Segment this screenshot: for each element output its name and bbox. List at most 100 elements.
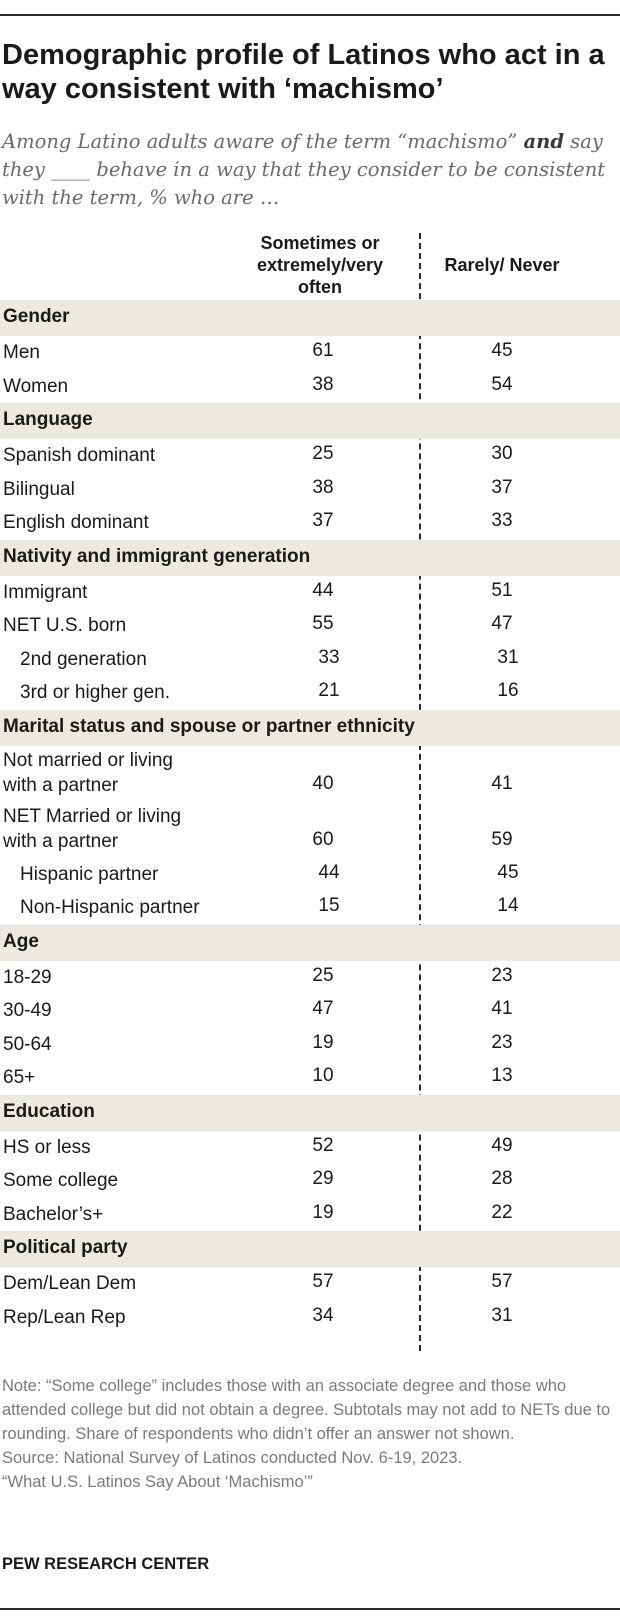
value-rarely: 14 — [497, 895, 519, 916]
row-label-line: NET Married or living — [3, 805, 182, 827]
value-sometimes: 44 — [312, 579, 334, 601]
section-header: Education — [0, 1094, 620, 1131]
subtitle-part1: Among Latino adults aware of the term “m… — [2, 130, 524, 153]
value-rarely: 45 — [491, 340, 513, 361]
value-sometimes: 33 — [318, 646, 340, 668]
section-label: Political party — [3, 1237, 128, 1258]
value-sometimes: 38 — [312, 476, 334, 498]
table-row: 30-49 47 41 — [0, 994, 620, 1028]
table-row: Non-Hispanic partner 15 14 — [0, 891, 620, 925]
value-sometimes: 55 — [312, 613, 334, 634]
value-rarely: 31 — [497, 646, 519, 668]
table-row: NET Married or living with a partner 60 59 — [0, 802, 620, 858]
section-header: Language — [0, 403, 620, 439]
subtitle-bold: and — [523, 130, 564, 153]
table-row: 2nd generation 33 31 — [0, 643, 620, 677]
report-title-text: “What U.S. Latinos Say About ‘Machismo’” — [2, 1473, 313, 1491]
row-label: Men — [3, 342, 40, 363]
section-label: Nativity and immigrant generation — [3, 545, 311, 567]
row-label: English dominant — [3, 512, 149, 533]
value-sometimes: 47 — [312, 998, 334, 1019]
row-label: NET U.S. born — [3, 615, 127, 636]
value-rarely: 22 — [491, 1201, 513, 1223]
table-row: 65+ 10 13 — [0, 1061, 620, 1095]
value-rarely: 23 — [491, 964, 513, 986]
value-sometimes: 38 — [312, 373, 334, 395]
row-label-line: with a partner — [3, 774, 119, 796]
row-label: Bilingual — [3, 478, 75, 500]
value-sometimes: 29 — [312, 1168, 334, 1189]
bottom-rule — [0, 1608, 620, 1610]
table-row: Men 61 45 — [0, 336, 620, 370]
value-sometimes: 61 — [312, 340, 334, 361]
value-sometimes: 44 — [318, 861, 340, 883]
table-row: 3rd or higher gen. 21 16 — [0, 676, 620, 710]
section-header: Political party — [0, 1231, 620, 1267]
row-label: Spanish dominant — [3, 445, 156, 466]
value-rarely: 41 — [491, 772, 513, 794]
note-text: Note: “Some college” includes those with… — [2, 1377, 611, 1443]
value-rarely: 57 — [491, 1271, 513, 1292]
row-label: Hispanic partner — [20, 863, 159, 885]
brand-logo-text: PEW RESEARCH CENTER — [2, 1555, 210, 1573]
value-rarely: 51 — [491, 579, 513, 601]
row-label: Rep/Lean Rep — [3, 1306, 126, 1328]
row-label: Some college — [3, 1170, 119, 1191]
section-header: Age — [0, 924, 620, 961]
value-sometimes: 25 — [312, 964, 334, 986]
value-rarely: 37 — [491, 476, 513, 498]
chart-subtitle: Among Latino adults aware of the term “m… — [2, 128, 614, 212]
value-sometimes: 52 — [312, 1134, 334, 1156]
row-label: Women — [3, 375, 69, 397]
chart-title: Demographic profile of Latinos who act i… — [2, 39, 605, 105]
section-header: Marital status and spouse or partner eth… — [0, 709, 620, 746]
notes-block: Note: “Some college” includes those with… — [2, 1374, 614, 1494]
table-row: Rep/Lean Rep 34 31 — [0, 1301, 620, 1335]
row-label: 30-49 — [3, 1000, 52, 1021]
value-sometimes: 40 — [312, 772, 334, 794]
subtitle-part2: say they ____ behave in a way that they … — [2, 130, 606, 209]
value-rarely: 33 — [491, 510, 513, 531]
table-row: Bachelor’s+ 19 22 — [0, 1198, 620, 1232]
section-label: Education — [3, 1100, 95, 1122]
section-label: Marital status and spouse or partner eth… — [3, 715, 415, 737]
table-row: Spanish dominant 25 30 — [0, 439, 620, 473]
section-label: Language — [3, 409, 93, 430]
value-rarely: 59 — [491, 828, 513, 850]
table-row: HS or less 52 49 — [0, 1131, 620, 1165]
value-sometimes: 19 — [312, 1201, 334, 1223]
value-sometimes: 37 — [312, 510, 334, 531]
table-row: Hispanic partner 44 45 — [0, 858, 620, 892]
table-row: Not married or living with a partner 40 41 — [0, 746, 620, 802]
section-label: Gender — [3, 306, 70, 327]
table-row: Some college 29 28 — [0, 1164, 620, 1198]
row-label: 3rd or higher gen. — [20, 682, 170, 703]
table-row: Immigrant 44 51 — [0, 576, 620, 610]
table-row: NET U.S. born 55 47 — [0, 609, 620, 643]
row-label-line: with a partner — [3, 830, 119, 852]
value-rarely: 13 — [491, 1065, 513, 1086]
section-label: Age — [3, 930, 39, 952]
row-label: Non-Hispanic partner — [20, 897, 200, 918]
value-rarely: 54 — [491, 373, 513, 395]
value-rarely: 49 — [491, 1134, 513, 1156]
row-label-line: Not married or living — [3, 749, 173, 771]
table-row: 18-29 25 23 — [0, 961, 620, 995]
table-row: Bilingual 38 37 — [0, 473, 620, 507]
value-rarely: 47 — [491, 613, 513, 634]
row-label: HS or less — [3, 1136, 91, 1158]
value-sometimes: 57 — [312, 1271, 334, 1292]
value-rarely: 31 — [491, 1304, 513, 1326]
value-rarely: 45 — [497, 861, 519, 883]
row-label: 50-64 — [3, 1033, 52, 1055]
table-row: Women 38 54 — [0, 370, 620, 404]
value-rarely: 30 — [491, 443, 513, 464]
value-rarely: 28 — [491, 1168, 513, 1189]
value-sometimes: 10 — [312, 1065, 334, 1086]
column-divider — [419, 233, 421, 1351]
column-header-sometimes: Sometimes or extremely/very often — [256, 233, 384, 297]
table-row: English dominant 37 33 — [0, 506, 620, 540]
row-label: Immigrant — [3, 581, 88, 603]
value-sometimes: 25 — [312, 443, 334, 464]
value-sometimes: 21 — [318, 680, 340, 701]
